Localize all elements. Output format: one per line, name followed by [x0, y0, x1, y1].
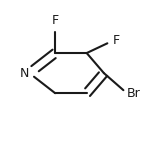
- Text: Br: Br: [127, 87, 141, 100]
- Text: F: F: [113, 34, 120, 47]
- Text: N: N: [20, 67, 29, 80]
- Text: F: F: [52, 14, 59, 27]
